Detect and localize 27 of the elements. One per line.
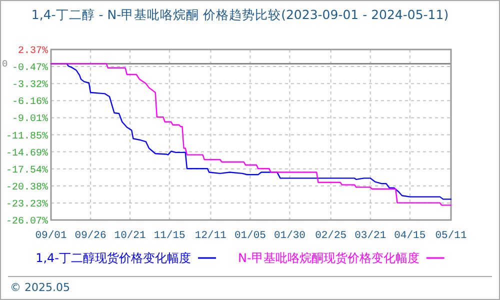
y-tick-label: -17.54%	[6, 165, 48, 176]
y-tick-label: -23.23%	[6, 199, 48, 210]
x-tick-label: 09/01	[35, 230, 67, 242]
x-tick-label: 01/30	[274, 230, 306, 242]
y-tick-label: -3.32%	[12, 80, 48, 92]
x-tick-label: 04/15	[394, 230, 426, 242]
legend-label: 1,4-丁二醇现货价格变化幅度	[36, 251, 192, 265]
x-tick-label: 09/26	[74, 230, 106, 242]
x-tick-label: 12/11	[194, 230, 226, 242]
y-tick-label: 2.37%	[18, 46, 48, 57]
y-tick-label: -26.07%	[6, 216, 48, 228]
y-tick-label: -20.38%	[6, 182, 48, 194]
y-tick-label: -14.69%	[6, 148, 48, 160]
x-tick-label: 02/25	[315, 230, 347, 242]
y-tick-label: -6.16%	[12, 97, 48, 108]
ref-line-label: 0	[2, 58, 8, 70]
x-tick-label: 05/11	[435, 230, 467, 242]
legend-label: N-甲基吡咯烷酮现货价格变化幅度	[238, 251, 420, 265]
x-tick-label: 03/21	[354, 230, 386, 242]
text: © 2025.05	[10, 281, 70, 294]
y-tick-label: -0.47%	[12, 63, 48, 74]
x-tick-label: 10/21	[114, 230, 146, 242]
y-tick-label: -11.85%	[6, 131, 48, 142]
x-tick-label: 11/15	[154, 230, 186, 242]
y-tick-label: -9.01%	[12, 114, 48, 126]
x-tick-label: 01/05	[234, 230, 266, 242]
chart-title: 1,4-丁二醇 - N-甲基吡咯烷酮 价格趋势比较(2023-09-01 - 2024-05-11)	[31, 7, 449, 22]
